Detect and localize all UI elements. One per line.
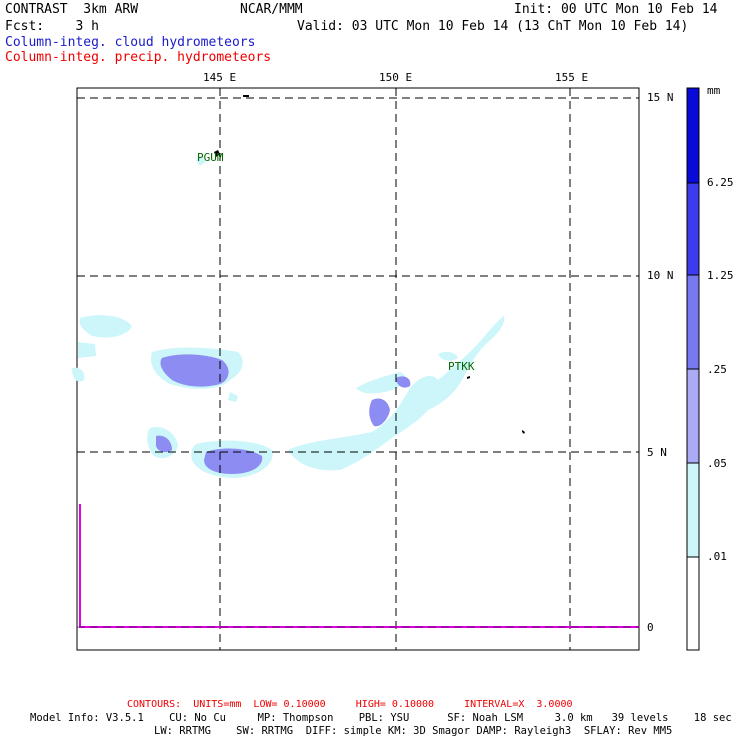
model-info-line1: Model Info: V3.5.1 CU: No Cu MP: Thompso… [30, 712, 732, 724]
plot-title: CONTRAST 3km ARW [5, 2, 139, 17]
colorbar-label-0-01: .01 [707, 550, 727, 563]
lat-label-15n: 15 N [647, 91, 674, 104]
graticule [77, 88, 639, 650]
colorbar-label-0-25: .25 [707, 363, 727, 376]
contour-info: CONTOURS: UNITS=mm LOW= 0.10000 HIGH= 0.… [127, 699, 573, 710]
colorbar-unit: mm [707, 84, 721, 97]
color-bar [686, 87, 700, 651]
forecast-hour: Fcst: 3 h [5, 19, 99, 34]
lat-label-5n: 5 N [647, 446, 667, 459]
lon-label-145: 145 E [203, 71, 237, 84]
cloud-contours-medium [156, 354, 411, 474]
lat-label-0: 0 [647, 621, 654, 634]
colorbar-label-0-05: .05 [707, 457, 727, 470]
lon-label-155: 155 E [555, 71, 589, 84]
field-cloud-label: Column-integ. cloud hydrometeors [5, 35, 256, 50]
colorbar-label-1-25: 1.25 [707, 269, 734, 282]
station-pgum: PGUM [197, 151, 224, 164]
valid-time: Valid: 03 UTC Mon 10 Feb 14 (13 ChT Mon … [297, 19, 689, 34]
station-ptkk: PTKK [448, 360, 475, 373]
init-time: Init: 00 UTC Mon 10 Feb 14 [514, 2, 718, 17]
field-precip-label: Column-integ. precip. hydrometeors [5, 50, 272, 65]
colorbar-label-6-25: 6.25 [707, 176, 734, 189]
center-label: NCAR/MMM [240, 2, 303, 17]
lon-label-150: 150 E [379, 71, 413, 84]
lat-label-10n: 10 N [647, 269, 674, 282]
model-info-line2: LW: RRTMG SW: RRTMG DIFF: simple KM: 3D … [154, 725, 673, 737]
island-markers [214, 95, 525, 434]
